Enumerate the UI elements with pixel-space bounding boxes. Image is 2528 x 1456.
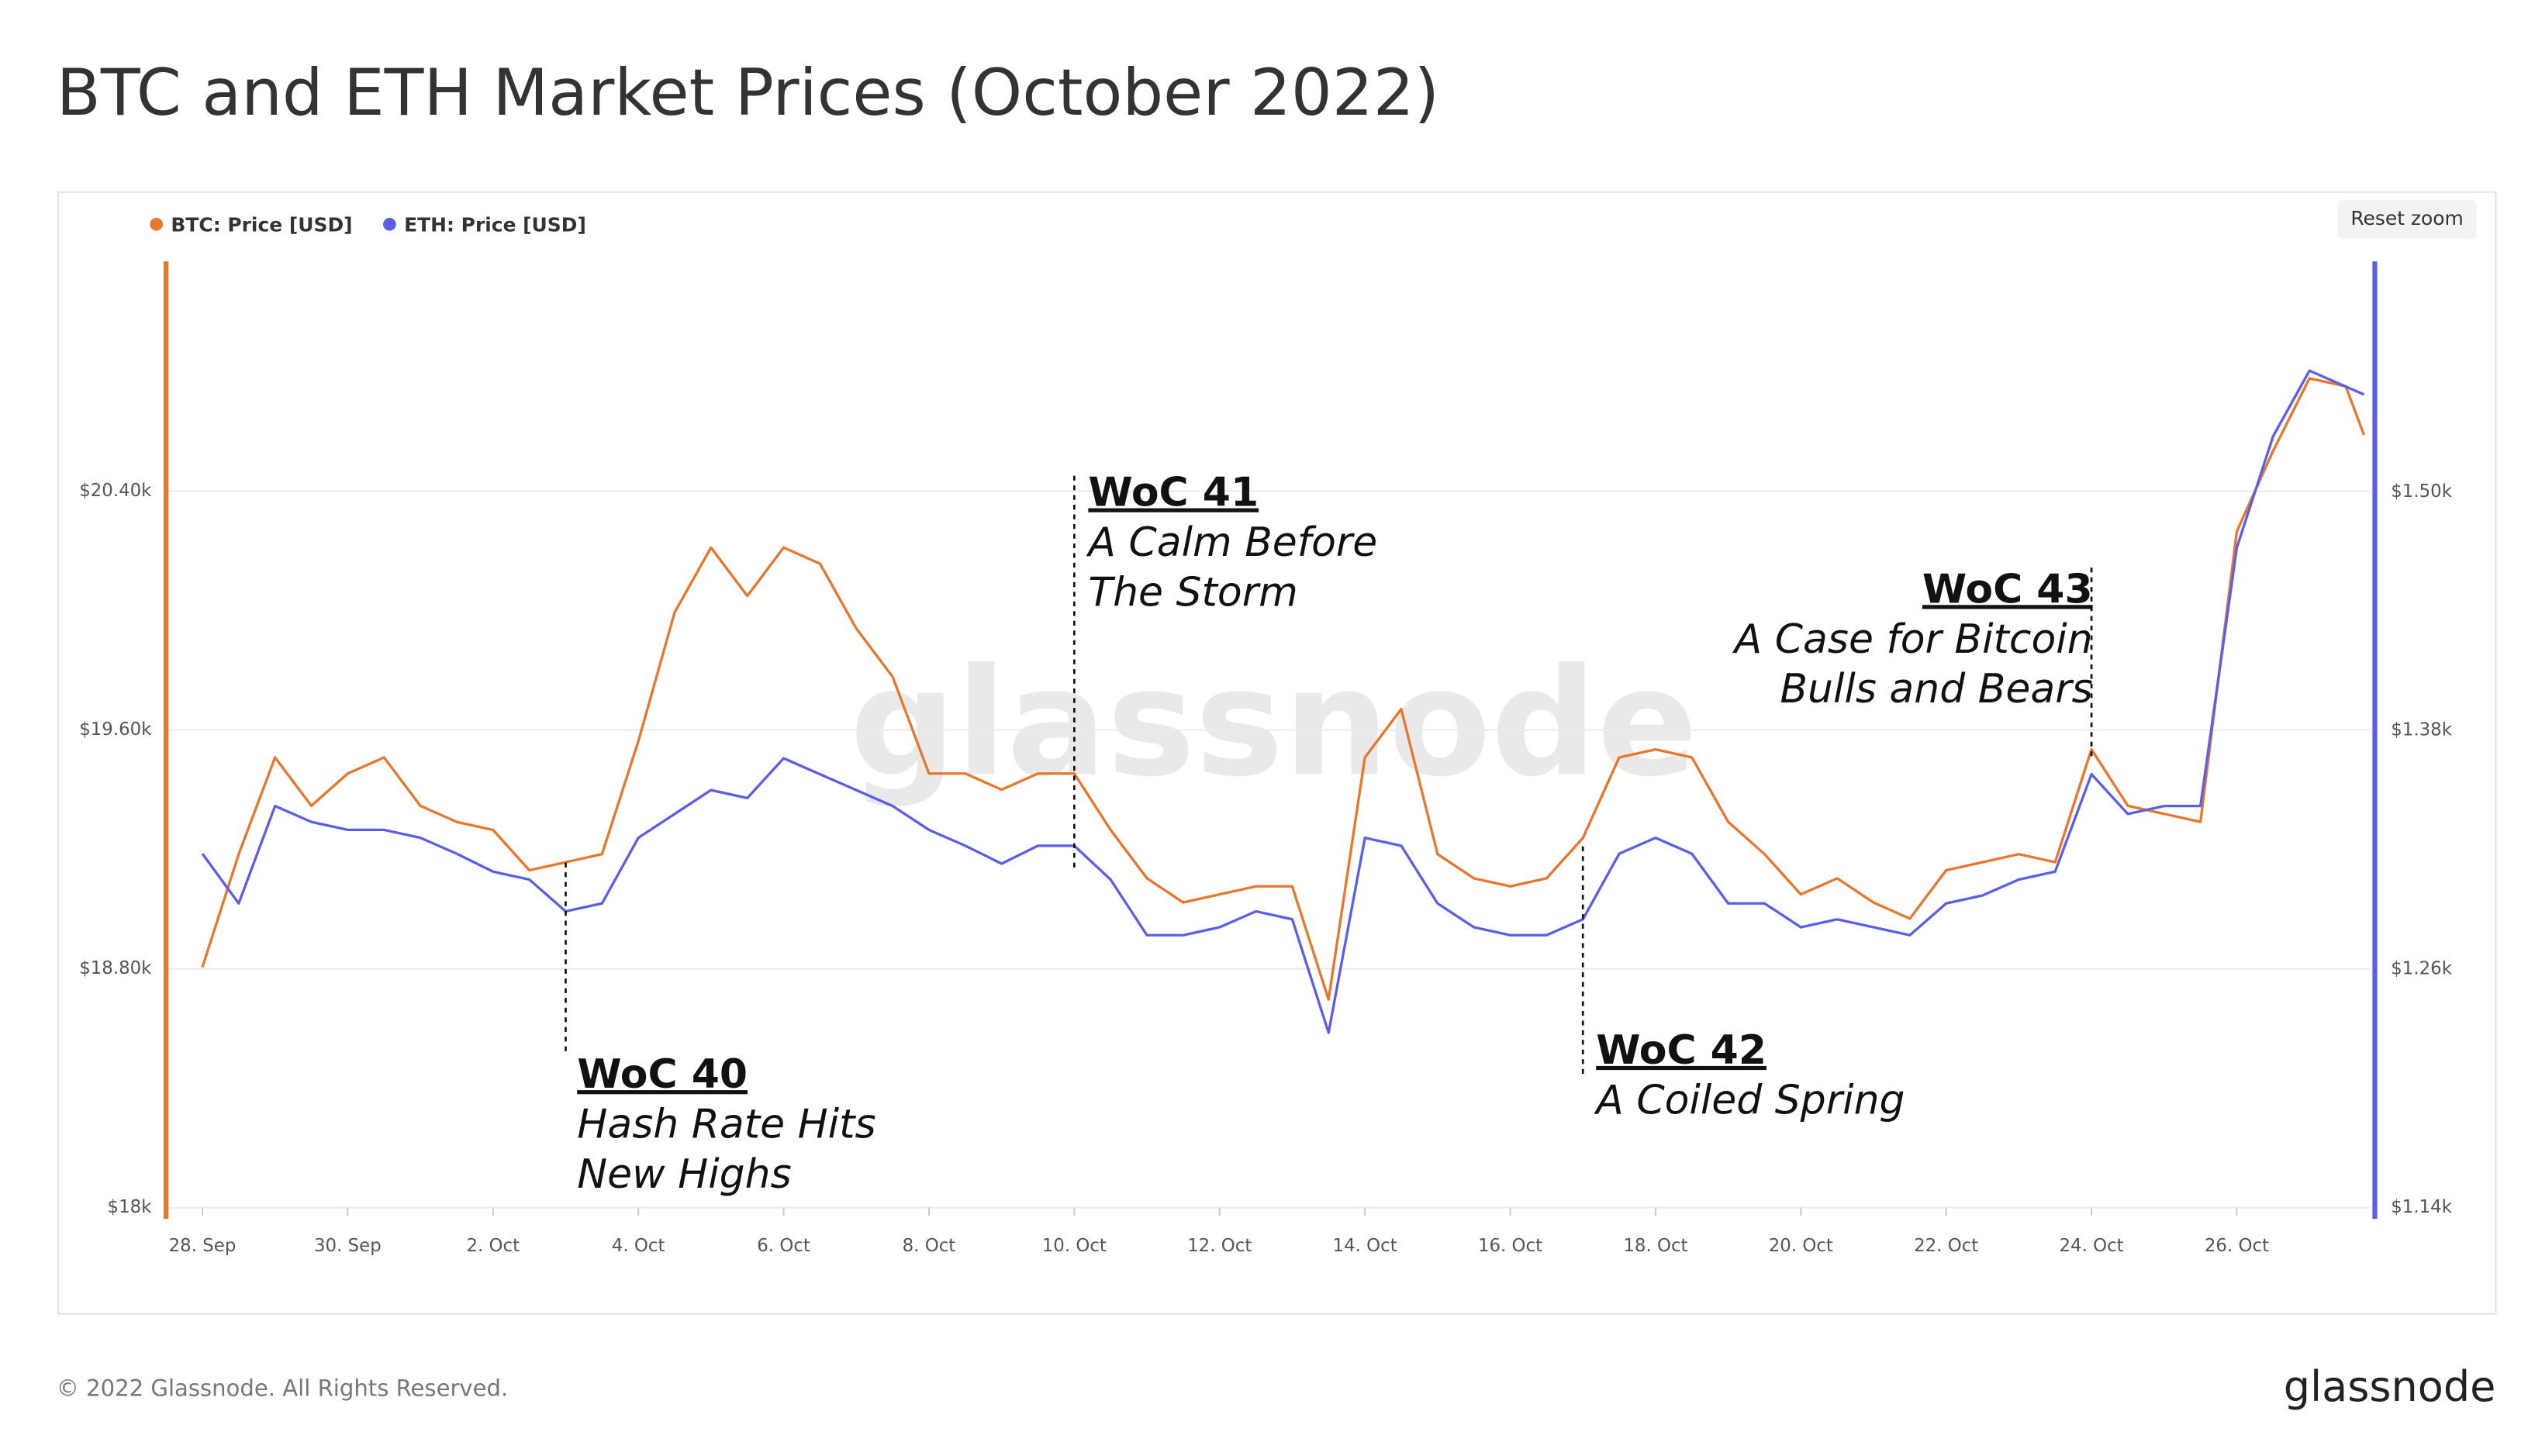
annotation-text: A Calm Before bbox=[1086, 519, 1377, 566]
annotation-title: WoC 42 bbox=[1596, 1027, 1766, 1074]
reset-zoom-button[interactable] bbox=[2337, 200, 2477, 239]
legend-swatch bbox=[383, 217, 396, 231]
annotation-text: A Coiled Spring bbox=[1594, 1077, 1905, 1123]
x-tick-label: 2. Oct bbox=[466, 1236, 520, 1256]
legend-label: ETH: Price [USD] bbox=[404, 213, 586, 236]
x-tick-label: 12. Oct bbox=[1187, 1236, 1252, 1256]
x-tick-label: 28. Sep bbox=[169, 1236, 237, 1256]
x-tick-label: 4. Oct bbox=[612, 1236, 665, 1256]
annotation-text: Hash Rate Hits bbox=[577, 1102, 875, 1148]
x-tick-label: 14. Oct bbox=[1333, 1236, 1397, 1256]
y-tick-label: $18.80k bbox=[79, 958, 152, 978]
annotation-title: WoC 43 bbox=[1922, 566, 2093, 612]
y2-tick-label: $1.14k bbox=[2391, 1197, 2452, 1217]
annotation-text: New Highs bbox=[577, 1151, 791, 1198]
y2-tick-label: $1.26k bbox=[2391, 958, 2452, 978]
x-tick-label: 30. Sep bbox=[314, 1236, 382, 1256]
x-tick-label: 8. Oct bbox=[903, 1236, 956, 1256]
y2-tick-label: $1.50k bbox=[2391, 481, 2452, 502]
x-tick-label: 26. Oct bbox=[2205, 1236, 2269, 1256]
x-tick-label: 20. Oct bbox=[1769, 1236, 1833, 1256]
y-tick-label: $20.40k bbox=[79, 481, 152, 501]
chart-title: BTC and ETH Market Prices (October 2022) bbox=[57, 55, 1439, 130]
annotation-text: Bulls and Bears bbox=[1780, 666, 2092, 712]
legend-label: BTC: Price [USD] bbox=[171, 213, 352, 236]
x-tick-label: 18. Oct bbox=[1623, 1236, 1687, 1256]
x-tick-label: 16. Oct bbox=[1478, 1236, 1542, 1256]
chart-frame bbox=[57, 191, 2497, 1315]
annotation-title: WoC 40 bbox=[577, 1051, 748, 1098]
x-tick-label: 24. Oct bbox=[2060, 1236, 2124, 1256]
x-tick-label: 22. Oct bbox=[1914, 1236, 1978, 1256]
y-tick-label: $19.60k bbox=[79, 719, 152, 740]
x-tick-label: 10. Oct bbox=[1042, 1236, 1107, 1256]
annotation-text: The Storm bbox=[1088, 569, 1297, 616]
copyright: © 2022 Glassnode. All Rights Reserved. bbox=[57, 1375, 509, 1401]
x-tick-label: 6. Oct bbox=[757, 1236, 810, 1256]
annotation-text: A Case for Bitcoin bbox=[1732, 616, 2093, 663]
watermark: glassnode bbox=[850, 637, 1697, 810]
annotation-title: WoC 41 bbox=[1088, 470, 1259, 516]
reset-zoom-label[interactable]: Reset zoom bbox=[2350, 207, 2463, 229]
y-tick-label: $18k bbox=[108, 1197, 153, 1217]
y2-tick-label: $1.38k bbox=[2391, 720, 2452, 740]
logo: glassnode bbox=[2284, 1362, 2496, 1411]
legend-swatch bbox=[150, 217, 163, 231]
series-line bbox=[201, 377, 2365, 1001]
